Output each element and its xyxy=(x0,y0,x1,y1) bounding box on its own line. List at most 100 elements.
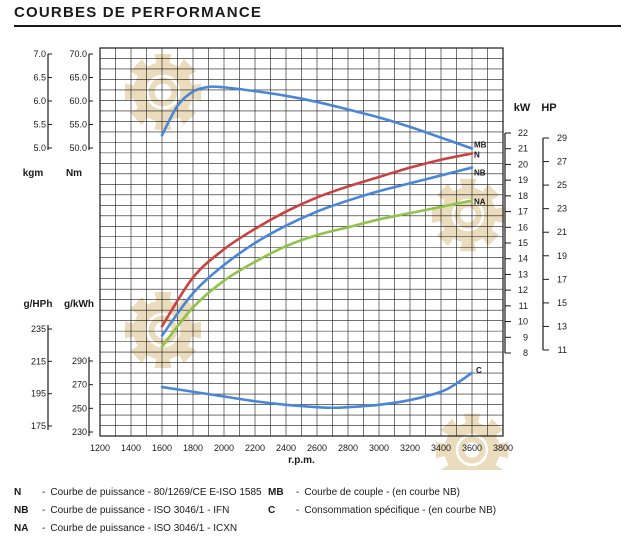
kw-tick-label: 22 xyxy=(518,128,528,138)
kw-tick-label: 10 xyxy=(518,317,528,327)
legend-separator: - xyxy=(296,505,300,516)
legend-item-na: NA - Courbe de puissance - ISO 3046/1 - IC… xyxy=(14,523,237,534)
legend-separator: - xyxy=(42,523,46,534)
series-label-mb: MB xyxy=(474,140,487,149)
legend-text: Courbe de puissance - 80/1269/CE E-ISO 1… xyxy=(50,487,262,498)
hp-tick-label: 27 xyxy=(557,157,567,167)
kw-tick-label: 8 xyxy=(523,348,528,358)
hp-tick-label: 15 xyxy=(557,298,567,308)
kw-tick-label: 12 xyxy=(518,285,528,295)
series-line-nb xyxy=(160,166,474,338)
gkwh-tick-label: 230 xyxy=(72,427,87,437)
legend-text: Courbe de puissance - ISO 3046/1 - ICXN xyxy=(50,523,238,534)
nm-tick-label: 65.0 xyxy=(69,73,87,83)
legend-item-mb: MB - Courbe de couple - (en courbe NB) xyxy=(268,487,460,498)
nm-tick-label: 70.0 xyxy=(69,49,87,59)
nm-tick-label: 55.0 xyxy=(69,120,87,130)
hp-tick-label: 25 xyxy=(557,180,567,190)
legend-code: C xyxy=(268,505,276,516)
kw-tick-label: 13 xyxy=(518,269,528,279)
gear-logo-watermark xyxy=(124,291,202,369)
legend-item-nb: NB - Courbe de puissance - ISO 3046/1 - IF… xyxy=(14,505,229,516)
legend-item-n: N - Courbe de puissance - 80/1269/CE E-ISO… xyxy=(14,487,262,498)
x-tick-label: 1600 xyxy=(152,443,172,453)
hp-tick-label: 17 xyxy=(557,274,567,284)
kw-tick-label: 18 xyxy=(518,191,528,201)
ghph-tick-label: 175 xyxy=(31,421,46,431)
legend-code: NA xyxy=(14,523,29,534)
kw-tick-label: 11 xyxy=(519,301,528,311)
ghph-unit-label: g/HPh xyxy=(24,299,53,310)
x-tick-label: 3600 xyxy=(462,443,482,453)
kgm-tick-label: 5.0 xyxy=(33,143,46,153)
series-label-n: N xyxy=(474,150,480,159)
kw-tick-label: 21 xyxy=(518,144,528,154)
x-tick-label: 1400 xyxy=(121,443,141,453)
x-axis-label: r.p.m. xyxy=(288,455,315,466)
series-line-na xyxy=(160,199,474,349)
gkwh-tick-label: 250 xyxy=(72,403,87,413)
hp-tick-label: 21 xyxy=(557,227,567,237)
series-label-na: NA xyxy=(474,198,486,207)
legend-text: Consommation spécifique - (en courbe NB) xyxy=(304,505,497,516)
legend-separator: - xyxy=(42,487,46,498)
x-tick-label: 2000 xyxy=(214,443,234,453)
x-tick-label: 1800 xyxy=(183,443,203,453)
x-tick-label: 2800 xyxy=(338,443,358,453)
hp-tick-label: 23 xyxy=(557,204,567,214)
x-tick-label: 2600 xyxy=(307,443,327,453)
page-title: COURBES DE PERFORMANCE xyxy=(14,4,263,21)
kw-unit-label: kW xyxy=(514,102,531,114)
legend-text: Courbe de puissance - ISO 3046/1 - IFN xyxy=(50,505,230,516)
kgm-tick-label: 6.0 xyxy=(33,96,46,106)
hp-tick-label: 19 xyxy=(557,251,567,261)
kgm-tick-label: 5.5 xyxy=(33,120,46,130)
legend-code: N xyxy=(14,487,22,498)
legend-item-c: C - Consommation spécifique - (en courbe N… xyxy=(268,505,496,516)
ghph-tick-label: 195 xyxy=(31,389,46,399)
x-tick-label: 3200 xyxy=(400,443,420,453)
x-tick-label: 2400 xyxy=(276,443,296,453)
series-label-nb: NB xyxy=(474,169,486,178)
nm-tick-label: 60.0 xyxy=(69,96,87,106)
x-tick-label: 3400 xyxy=(431,443,451,453)
gkwh-unit-label: g/kWh xyxy=(64,299,94,310)
legend-text: Courbe de couple - (en courbe NB) xyxy=(304,487,460,498)
series-label-c: C xyxy=(476,366,482,375)
series-line-c xyxy=(160,371,474,410)
hp-tick-label: 11 xyxy=(558,345,567,355)
x-tick-label: 1200 xyxy=(90,443,110,453)
legend-code: NB xyxy=(14,505,29,516)
hp-unit-label: HP xyxy=(541,102,556,114)
kw-tick-label: 17 xyxy=(518,207,528,217)
kw-tick-label: 20 xyxy=(518,159,528,169)
x-tick-label: 3800 xyxy=(493,443,513,453)
x-tick-label: 2200 xyxy=(245,443,265,453)
performance-chart: 1200 1400 1600 1800 2000 2200 2400 2600 2800 3000… xyxy=(23,47,567,470)
gear-logo-watermark xyxy=(431,178,505,252)
x-tick-label: 3000 xyxy=(369,443,389,453)
ghph-tick-label: 215 xyxy=(31,356,46,366)
kw-tick-label: 16 xyxy=(518,222,528,232)
gear-logo-watermark xyxy=(435,413,509,470)
legend-code: MB xyxy=(268,487,284,498)
title-divider xyxy=(14,25,621,27)
gkwh-tick-label: 290 xyxy=(72,356,87,366)
kw-tick-label: 15 xyxy=(518,238,528,248)
kw-tick-label: 19 xyxy=(518,175,528,185)
kgm-tick-label: 7.0 xyxy=(33,49,46,59)
gkwh-tick-label: 270 xyxy=(72,380,87,390)
legend-separator: - xyxy=(42,505,46,516)
nm-unit-label: Nm xyxy=(66,168,82,179)
series-line-mb xyxy=(160,85,474,150)
kgm-unit-label: kgm xyxy=(23,168,44,179)
hp-tick-label: 29 xyxy=(557,133,567,143)
kw-tick-label: 14 xyxy=(518,254,528,264)
nm-tick-label: 50.0 xyxy=(69,143,87,153)
kgm-tick-label: 6.5 xyxy=(33,73,46,83)
series-line-n xyxy=(160,152,474,328)
legend-separator: - xyxy=(296,487,300,498)
hp-tick-label: 13 xyxy=(557,321,567,331)
kw-tick-label: 9 xyxy=(523,332,528,342)
gear-logo-watermark xyxy=(124,53,202,131)
